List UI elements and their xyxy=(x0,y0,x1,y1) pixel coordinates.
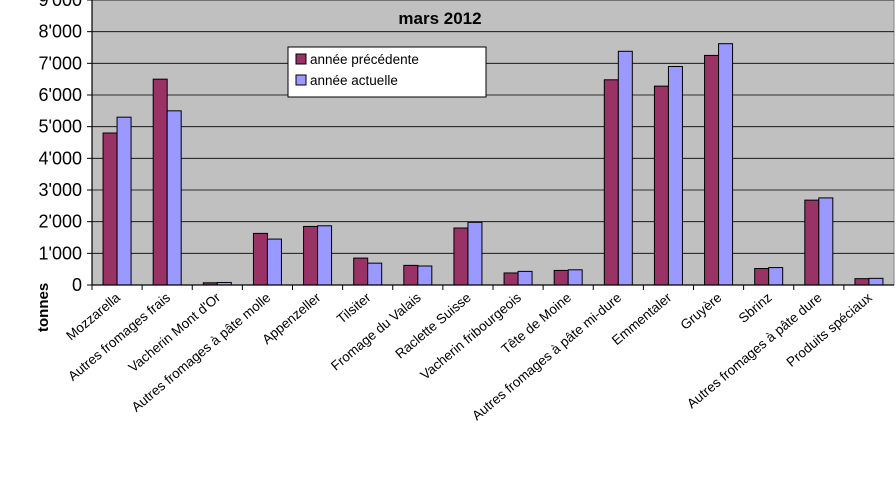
bar-current-year xyxy=(467,221,483,286)
y-tick-label: 1'000 xyxy=(39,243,82,263)
bar-previous-year xyxy=(102,132,118,286)
x-tick-label: Gruyère xyxy=(677,290,724,333)
y-tick-label: 9'000 xyxy=(39,0,82,10)
y-tick-label: 6'000 xyxy=(39,85,82,105)
y-tick-label: 7'000 xyxy=(39,53,82,73)
x-tick-label: Tilsiter xyxy=(334,289,374,326)
bar-previous-year xyxy=(303,225,319,286)
y-axis-ticks: 0 1'000 2'000 3'000 4'000 5'000 6'000 7'000 8'00… xyxy=(39,0,92,295)
bar-previous-year xyxy=(503,272,519,286)
bar-previous-year xyxy=(854,278,870,286)
gridlines xyxy=(92,0,894,254)
bar-previous-year xyxy=(804,199,820,286)
legend-label-previous-year: année précédente xyxy=(310,52,419,67)
bar-current-year xyxy=(768,267,784,286)
bar-current-year xyxy=(718,43,734,286)
bar-previous-year xyxy=(403,264,419,286)
x-tick-label: Vacherin Mont d'Or xyxy=(126,289,224,375)
x-tick-label: Produits spéciaux xyxy=(784,290,875,370)
bar-previous-year xyxy=(653,85,669,286)
bar-current-year xyxy=(667,66,683,286)
bar-current-year xyxy=(116,116,132,286)
bar-current-year xyxy=(317,225,333,286)
bar-current-year xyxy=(166,110,182,286)
bar-previous-year xyxy=(453,227,469,286)
y-tick-label: 0 xyxy=(72,275,82,295)
y-tick-label: 4'000 xyxy=(39,148,82,168)
plot-area xyxy=(91,0,895,286)
y-tick-label: 2'000 xyxy=(39,212,82,232)
bar-current-year xyxy=(367,262,383,286)
bar-current-year xyxy=(617,50,633,286)
bar-previous-year xyxy=(353,257,369,286)
legend-label-current-year: année actuelle xyxy=(310,73,398,88)
bar-current-year xyxy=(266,238,282,286)
bar-previous-year xyxy=(704,54,720,286)
bar-current-year xyxy=(417,265,433,286)
bar-current-year xyxy=(868,277,884,286)
bar-previous-year xyxy=(553,269,569,286)
legend-swatch-previous-year xyxy=(295,53,307,65)
bar-previous-year xyxy=(152,78,168,286)
legend: année précédente année actuelle xyxy=(287,46,487,98)
bars xyxy=(102,43,884,286)
bar-current-year xyxy=(567,269,583,286)
y-tick-label: 8'000 xyxy=(39,22,82,42)
bar-current-year xyxy=(818,197,834,286)
y-axis-label: tonnes xyxy=(35,283,52,332)
y-tick-label: 3'000 xyxy=(39,180,82,200)
legend-box xyxy=(287,46,487,98)
bar-previous-year xyxy=(603,79,619,286)
chart-title: mars 2012 xyxy=(398,9,481,28)
bar-previous-year xyxy=(252,232,268,286)
x-tick-label: Sbrinz xyxy=(736,290,775,326)
y-tick-label: 5'000 xyxy=(39,117,82,137)
bar-current-year xyxy=(517,270,533,286)
bar-previous-year xyxy=(754,268,770,286)
x-tick-label: Fromage du Valais xyxy=(328,290,424,374)
legend-swatch-current-year xyxy=(295,74,307,86)
